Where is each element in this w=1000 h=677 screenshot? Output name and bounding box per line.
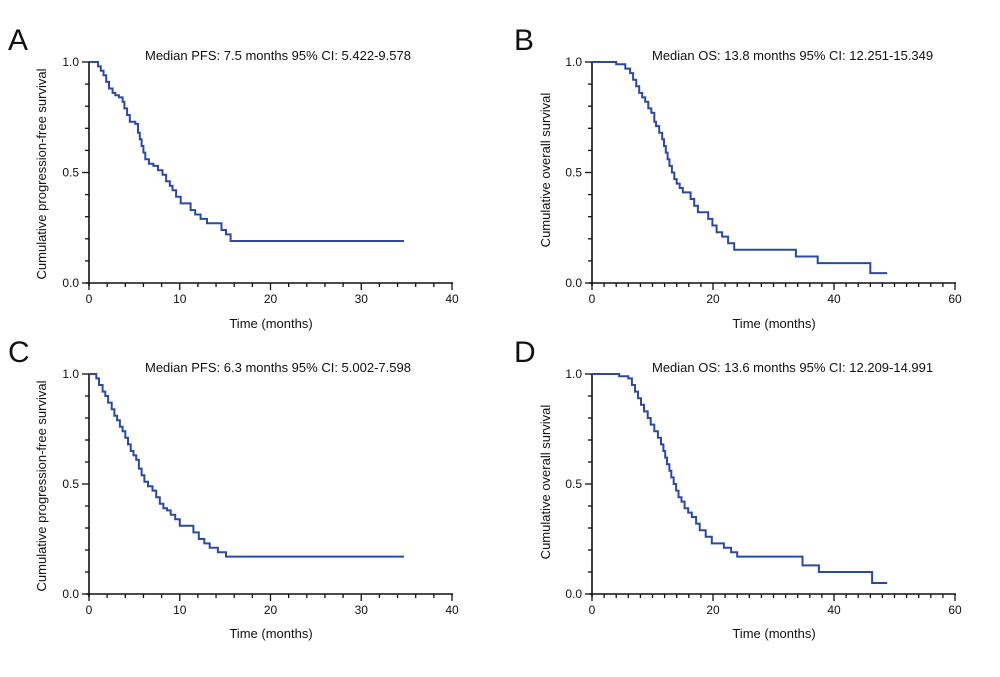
panel-c-pfs-curve bbox=[89, 373, 404, 558]
panel-c-y-tick-label: 0.5 bbox=[62, 477, 79, 491]
panel-d-tick-labels: 0 20 40 60 0.0 0.5 1.0 bbox=[565, 367, 962, 617]
panel-b-annotation: Median OS: 13.8 months 95% CI: 12.251-15… bbox=[652, 48, 933, 63]
panel-d-ticks bbox=[585, 373, 956, 601]
panel-b-x-tick-label: 60 bbox=[948, 292, 962, 306]
panel-c-y-axis-title: Cumulative progression-free survival bbox=[34, 380, 49, 591]
panel-d-y-tick-label: 1.0 bbox=[565, 367, 582, 381]
panel-c-x-tick-label: 0 bbox=[86, 603, 93, 617]
panel-b-tick-labels: 0 20 40 60 0.0 0.5 1.0 bbox=[565, 55, 962, 306]
panel-b-x-tick-label: 0 bbox=[589, 292, 596, 306]
panel-c-x-tick-label: 20 bbox=[264, 603, 278, 617]
panel-d-x-axis-title: Time (months) bbox=[732, 626, 815, 641]
panel-b-y-tick-label: 1.0 bbox=[565, 55, 582, 69]
panel-c-x-tick-label: 10 bbox=[173, 603, 187, 617]
panel-a-x-tick-label: 0 bbox=[86, 292, 93, 306]
panel-b-x-tick-label: 20 bbox=[706, 292, 720, 306]
panel-a-x-tick-label: 20 bbox=[264, 292, 278, 306]
panel-a-tick-labels: 0 10 20 30 40 0.0 0.5 1.0 bbox=[62, 55, 459, 306]
panel-b-x-axis-title: Time (months) bbox=[732, 316, 815, 331]
panel-c-y-tick-label: 1.0 bbox=[62, 367, 79, 381]
panel-c-y-tick-label: 0.0 bbox=[62, 587, 79, 601]
panel-a-x-tick-label: 40 bbox=[445, 292, 459, 306]
panel-a-y-axis-title: Cumulative progression-free survival bbox=[34, 68, 49, 279]
panel-d-y-tick-label: 0.0 bbox=[565, 587, 582, 601]
panel-a-letter: A bbox=[8, 24, 28, 57]
panel-a-y-tick-label: 0.0 bbox=[62, 276, 79, 290]
panel-c-x-tick-label: 40 bbox=[445, 603, 459, 617]
panel-d-x-tick-label: 0 bbox=[589, 603, 596, 617]
panel-b-y-tick-label: 0.0 bbox=[565, 276, 582, 290]
panel-a-x-tick-label: 10 bbox=[173, 292, 187, 306]
panel-c-annotation: Median PFS: 6.3 months 95% CI: 5.002-7.5… bbox=[145, 360, 411, 375]
panel-d-annotation: Median OS: 13.6 months 95% CI: 12.209-14… bbox=[652, 360, 933, 375]
panel-d-chart: D Median OS: 13.6 months 95% CI: 12.209-… bbox=[514, 336, 962, 641]
panel-b-os-curve bbox=[592, 61, 888, 275]
panel-b-ticks bbox=[585, 61, 956, 290]
panel-a-y-tick-label: 1.0 bbox=[62, 55, 79, 69]
panel-c-letter: C bbox=[8, 336, 30, 369]
panel-a-chart: A Median PFS: 7.5 months 95% CI: 5.422-9… bbox=[8, 24, 459, 331]
panel-d-y-axis-title: Cumulative overall survival bbox=[538, 405, 553, 560]
panel-d-x-tick-label: 20 bbox=[706, 603, 720, 617]
panel-a-pfs-curve bbox=[89, 61, 404, 242]
panel-b-chart: B Median OS: 13.8 months 95% CI: 12.251-… bbox=[514, 24, 962, 331]
panel-b-x-tick-label: 40 bbox=[827, 292, 841, 306]
panel-a-x-tick-label: 30 bbox=[355, 292, 369, 306]
panel-d-y-tick-label: 0.5 bbox=[565, 477, 582, 491]
panel-b-letter: B bbox=[514, 24, 534, 57]
panel-a-annotation: Median PFS: 7.5 months 95% CI: 5.422-9.5… bbox=[145, 48, 411, 63]
panel-d-os-curve bbox=[592, 373, 888, 584]
panel-c-ticks bbox=[82, 373, 453, 601]
panel-c-x-axis-title: Time (months) bbox=[229, 626, 312, 641]
panel-a-x-axis-title: Time (months) bbox=[229, 316, 312, 331]
panel-c-tick-labels: 0 10 20 30 40 0.0 0.5 1.0 bbox=[62, 367, 459, 617]
panel-c-x-tick-label: 30 bbox=[355, 603, 369, 617]
panel-a-ticks bbox=[82, 61, 453, 290]
panel-b-y-axis-title: Cumulative overall survival bbox=[538, 93, 553, 248]
panel-a-y-tick-label: 0.5 bbox=[62, 166, 79, 180]
panel-d-x-tick-label: 60 bbox=[948, 603, 962, 617]
panel-c-chart: C Median PFS: 6.3 months 95% CI: 5.002-7… bbox=[8, 336, 459, 641]
panel-d-x-tick-label: 40 bbox=[827, 603, 841, 617]
panel-d-letter: D bbox=[514, 336, 536, 369]
panel-b-y-tick-label: 0.5 bbox=[565, 166, 582, 180]
